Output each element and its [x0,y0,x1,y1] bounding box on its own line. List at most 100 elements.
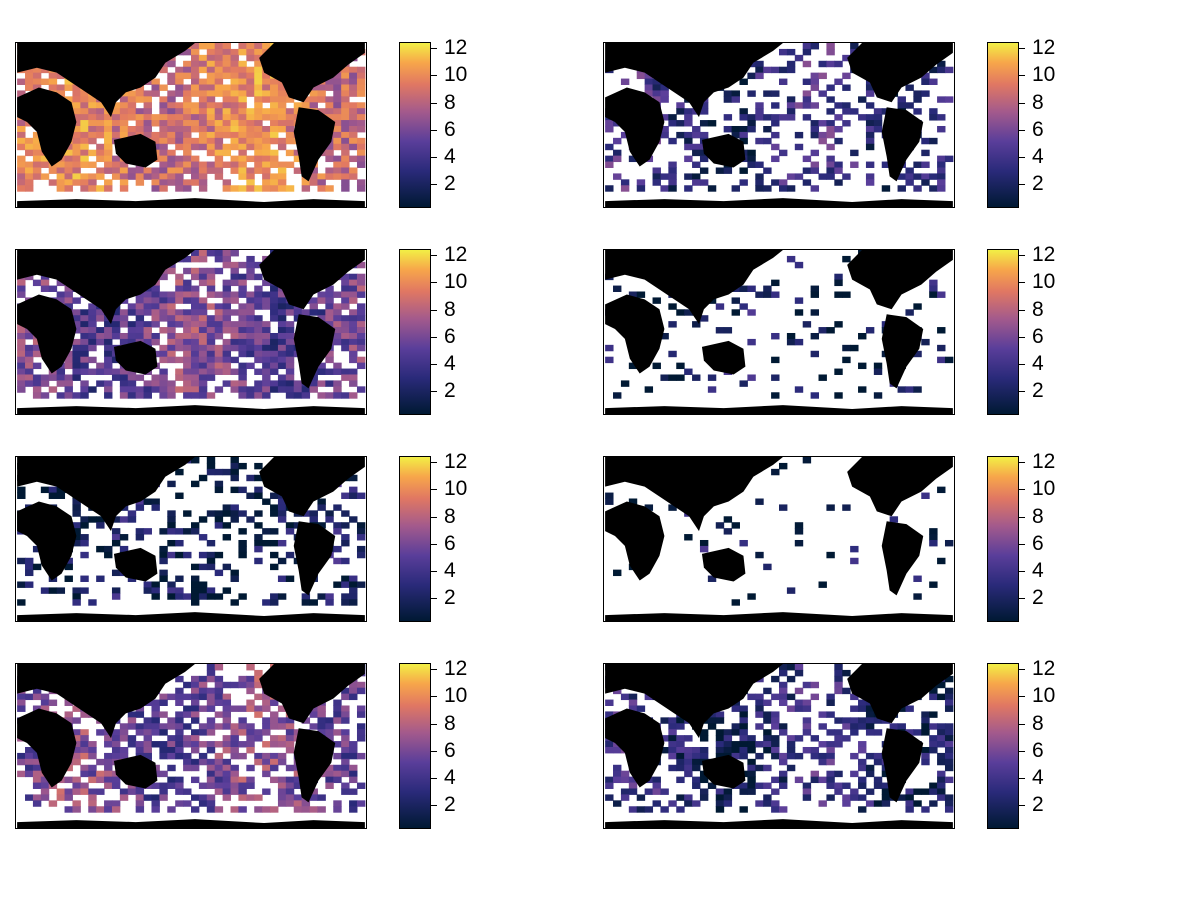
heatmap-cell [794,776,804,784]
continent-landmass [113,547,158,582]
heatmap-cell [325,114,334,121]
heatmap-cell [175,587,184,594]
heatmap-cell [135,321,145,328]
heatmap-cell [834,717,843,724]
heatmap-cell [127,327,137,334]
heatmap-cell [183,137,192,145]
heatmap-cell [333,581,342,588]
heatmap-cell [72,120,81,127]
heatmap-cell [794,687,804,695]
heatmap-cell [731,522,740,529]
heatmap-cell [325,297,334,304]
heatmap-cell [668,120,677,127]
heatmap-cell [48,78,58,85]
heatmap-cell [771,279,780,287]
heatmap-cell [309,599,318,606]
heatmap-cell [699,776,709,784]
colorbar-tick-label: 6 [444,532,456,555]
heatmap-cell [183,752,192,760]
heatmap-cell [72,800,81,807]
heatmap-cell [40,161,50,168]
heatmap-cell [214,764,224,772]
heatmap-cell [191,303,200,310]
heatmap-cell [25,185,34,192]
heatmap-cell [356,356,366,364]
heatmap-cell [151,504,160,511]
heatmap-cell [143,717,152,724]
heatmap-cell [167,96,176,103]
heatmap-cell [25,794,34,801]
heatmap-cell [277,362,287,370]
heatmap-cell [349,285,358,292]
heatmap-cell [285,735,295,742]
heatmap-cell [246,332,255,340]
heatmap-cell [230,120,239,127]
heatmap-cell [175,800,184,807]
heatmap-cell [270,368,279,375]
heatmap-cell [119,315,129,322]
heatmap-cell [262,599,271,606]
colorbar-tick-label: 2 [1032,172,1044,195]
heatmap-cell [270,776,279,784]
heatmap-cell [206,78,216,85]
heatmap-cell [254,120,263,127]
heatmap-cell [214,291,224,298]
heatmap-cell [183,161,192,168]
heatmap-cell [262,185,271,192]
heatmap-cell [937,788,946,795]
heatmap-cell [40,173,50,180]
heatmap-cell [739,108,748,115]
heatmap-cell [238,362,247,370]
heatmap-cell [183,315,192,322]
heatmap-cell [865,705,875,712]
colorbar-tick [1019,103,1025,104]
heatmap-cell [285,131,295,139]
heatmap-cell [159,380,168,387]
heatmap-cell [214,137,224,145]
heatmap-cell [167,735,176,742]
heatmap-cell [167,161,176,168]
heatmap-cell [159,356,168,364]
heatmap-cell [40,380,50,387]
heatmap-cell [206,60,216,68]
heatmap-cell [151,303,160,310]
heatmap-cell [88,332,97,340]
heatmap-cell [40,587,50,594]
heatmap-cell [921,711,930,718]
heatmap-cell [944,155,954,163]
heatmap-cell [48,800,58,807]
heatmap-cell [652,78,661,85]
heatmap-cell [644,78,654,85]
heatmap-cell [341,143,350,151]
heatmap-cell [301,102,311,109]
heatmap-cell [238,78,247,85]
heatmap-cell [301,593,311,600]
heatmap-cell [191,297,200,304]
heatmap-cell [206,729,216,736]
heatmap-cell [692,374,701,381]
heatmap-cell [238,285,247,292]
heatmap-cell [333,717,342,724]
heatmap-cell [198,273,208,281]
heatmap-cell [826,131,835,139]
heatmap-cell [72,806,81,813]
heatmap-cell [277,137,287,145]
heatmap-cell [206,54,216,62]
heatmap-cell [32,143,42,151]
heatmap-cell [254,285,263,292]
heatmap-cell [80,155,89,163]
heatmap-cell [167,303,176,310]
heatmap-cell [25,344,34,352]
heatmap-cell [222,114,232,121]
heatmap-svg [605,250,954,414]
heatmap-cell [333,764,342,772]
colorbar-tick [1019,282,1025,283]
heatmap-cell [818,131,827,139]
heatmap-cell [80,788,89,795]
heatmap-cell [794,669,804,677]
heatmap-cell [944,539,954,547]
heatmap-cell [96,575,105,582]
heatmap-cell [96,516,105,523]
heatmap-cell [206,741,216,748]
heatmap-cell [238,90,247,97]
